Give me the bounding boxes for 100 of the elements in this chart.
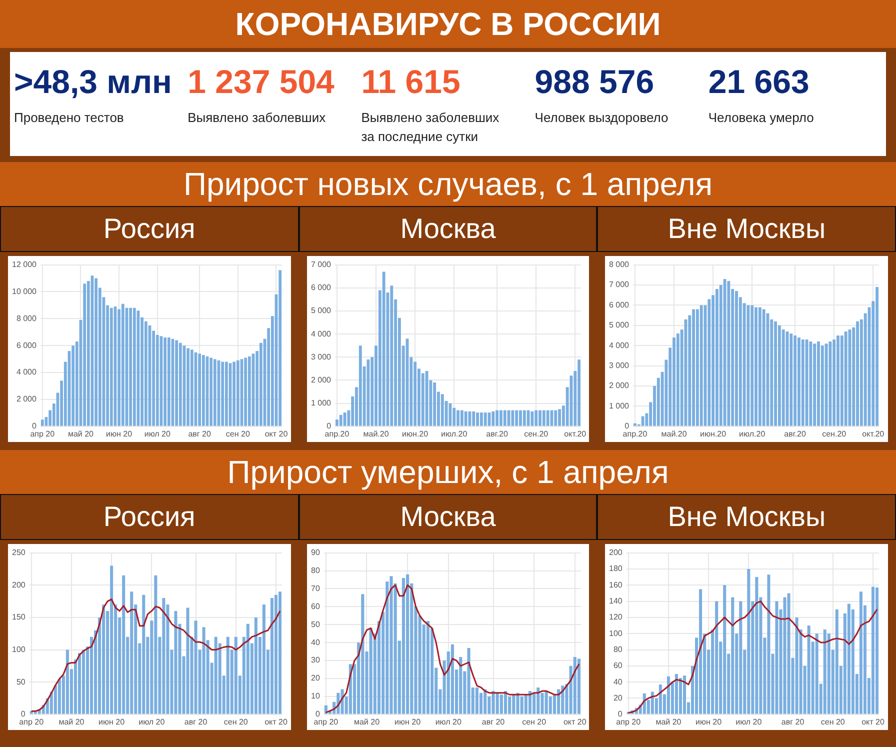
bar	[554, 410, 557, 426]
bar	[213, 359, 216, 426]
bar	[758, 307, 762, 426]
y-tick-label: 50	[310, 620, 320, 629]
y-tick-label: 40	[614, 677, 624, 686]
bar	[848, 604, 851, 714]
bar	[524, 694, 528, 714]
bar	[500, 694, 503, 714]
bar	[530, 411, 534, 426]
x-tick-label: июл 20	[138, 717, 166, 726]
text: Выявлено заболевших за последние сутки	[361, 109, 500, 146]
bar	[651, 692, 654, 714]
bar	[406, 574, 409, 714]
bar	[246, 624, 250, 714]
bar	[122, 575, 126, 714]
x-tick-label: май 20	[58, 717, 85, 726]
bar	[110, 308, 113, 426]
bar	[683, 676, 686, 714]
y-tick-label: 5 000	[310, 306, 332, 316]
bar	[832, 340, 836, 426]
bar	[129, 308, 132, 426]
bar	[520, 696, 524, 714]
bar	[78, 652, 81, 714]
bar	[558, 409, 561, 426]
y-tick-label: 20	[614, 693, 624, 702]
bar	[577, 359, 580, 426]
bar	[72, 346, 74, 426]
x-tick-label: сен 20	[821, 717, 846, 726]
x-tick-label: май 20	[68, 429, 94, 438]
x-tick-label: окт 20	[862, 717, 886, 726]
bar	[484, 412, 486, 426]
bar	[514, 410, 518, 426]
bar	[808, 626, 811, 714]
bar	[491, 411, 494, 426]
bar	[162, 598, 166, 714]
text: >48,3 млн	[14, 62, 173, 102]
bar	[110, 566, 114, 714]
bar	[366, 359, 370, 426]
x-tick-label: июн.20	[700, 429, 727, 438]
x-tick-label: июл 20	[434, 717, 462, 726]
bar	[716, 289, 719, 426]
x-tick-label: сен 20	[224, 717, 248, 726]
x-tick-label: авг 20	[184, 717, 208, 726]
bar	[234, 636, 238, 714]
y-tick-label: 50	[16, 677, 26, 686]
bar	[232, 362, 236, 426]
x-tick-label: май 20	[354, 717, 380, 726]
bar	[495, 692, 499, 714]
bar	[270, 598, 274, 714]
bar	[82, 650, 85, 714]
y-tick-label: 0	[32, 422, 38, 431]
x-tick-label: апр 20	[313, 717, 338, 726]
x-tick-label: июн 20	[106, 429, 133, 438]
bar	[58, 678, 61, 714]
bar	[731, 597, 734, 714]
bar	[167, 338, 170, 426]
y-tick-label: 10	[310, 692, 320, 701]
bar	[828, 634, 831, 714]
bar	[667, 676, 670, 714]
x-tick-label: июл.20	[440, 429, 468, 438]
bar	[778, 325, 782, 426]
y-tick-label: 8 000	[16, 314, 38, 323]
y-tick-label: 100	[609, 628, 624, 638]
bar	[802, 340, 805, 426]
bar	[156, 334, 159, 426]
text: 21 663	[708, 62, 810, 102]
y-tick-label: 80	[310, 566, 320, 575]
bar	[210, 358, 213, 426]
bar	[762, 309, 766, 426]
y-tick-label: 0	[326, 422, 332, 431]
bar	[194, 620, 198, 714]
bar	[450, 644, 454, 714]
text: Прирост новых случаев, с 1 апреля	[0, 162, 896, 206]
bar	[700, 305, 704, 426]
bar	[534, 410, 538, 426]
bar	[788, 593, 791, 714]
bar	[175, 340, 178, 426]
chart-title: Россия	[0, 494, 299, 540]
bar	[144, 321, 148, 426]
y-tick-label: 0	[20, 710, 26, 719]
y-tick-label: 100	[12, 644, 26, 654]
bar	[860, 592, 863, 714]
bar	[186, 348, 190, 426]
bar	[472, 411, 475, 426]
x-tick-label: апр 20	[30, 429, 56, 438]
bar	[538, 410, 542, 426]
bar	[675, 674, 678, 714]
x-tick-label: апр 20	[19, 717, 44, 726]
bar	[102, 604, 106, 714]
y-tick-label: 12 000	[12, 260, 38, 270]
bar	[40, 420, 44, 426]
bar	[190, 350, 194, 426]
text: 11 615	[361, 62, 462, 102]
bar	[782, 329, 786, 426]
y-tick-label: 40	[310, 638, 320, 647]
bar	[358, 346, 362, 426]
x-tick-label: сен.20	[822, 429, 847, 438]
bar	[522, 410, 526, 426]
bar	[94, 278, 98, 426]
bar	[121, 304, 124, 426]
